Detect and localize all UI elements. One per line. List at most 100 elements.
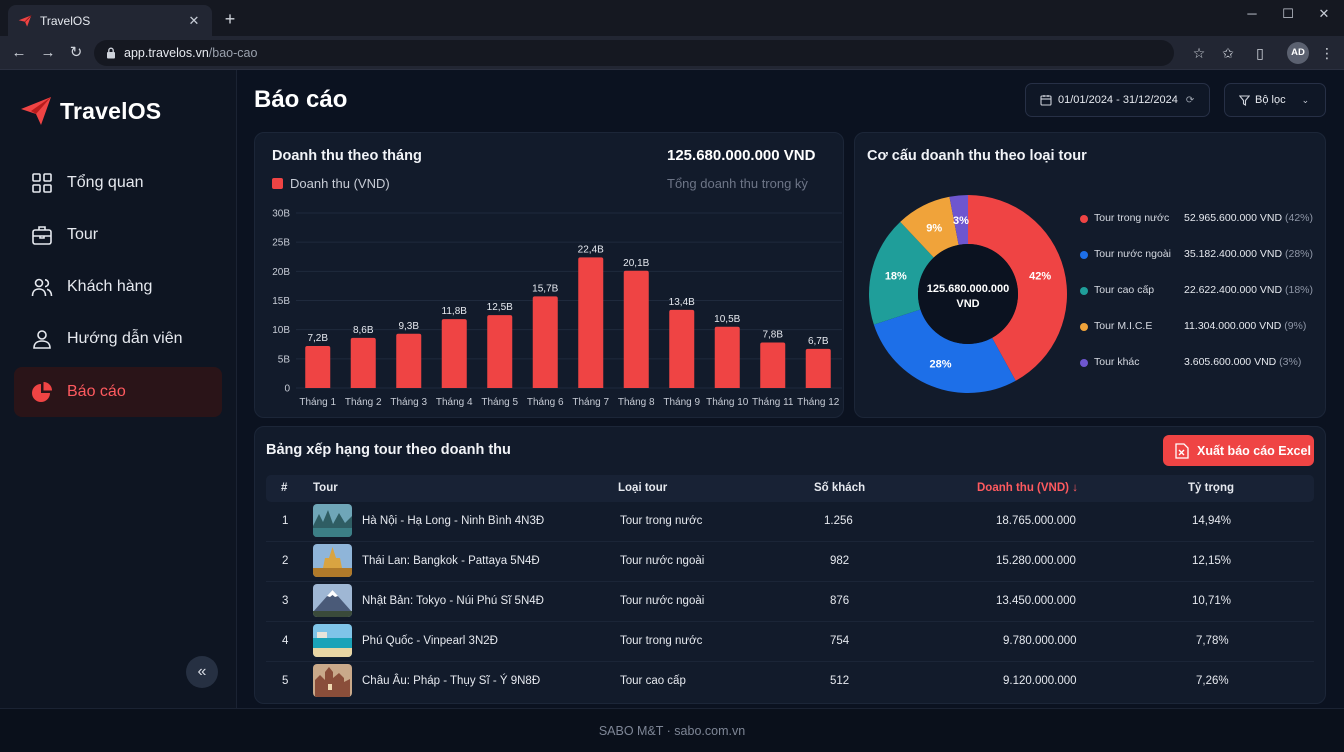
profile-avatar[interactable]: AD bbox=[1287, 42, 1309, 64]
sidebar: TravelOS Tổng quan Tour Khách hàng Hướng… bbox=[0, 70, 237, 708]
x-tick-label: Tháng 2 bbox=[345, 397, 382, 408]
address-bar[interactable]: app.travelos.vn/bao-cao bbox=[94, 40, 1174, 66]
revenue-value: 15.280.000.000 bbox=[996, 555, 1076, 567]
bar-value-label: 6,7B bbox=[808, 336, 829, 347]
bar bbox=[441, 319, 467, 388]
menu-kebab-icon[interactable]: ⋮ bbox=[1320, 45, 1334, 61]
browser-toolbar: ← → ↻ app.travelos.vn/bao-cao ☆ ✩ ▯ AD ⋮ bbox=[0, 36, 1344, 70]
bar-value-label: 20,1B bbox=[623, 258, 649, 269]
sidebar-item-tour[interactable]: Tour bbox=[14, 210, 222, 260]
y-tick-label: 5B bbox=[278, 354, 291, 365]
bar bbox=[396, 333, 422, 388]
sidebar-item-huong-dan-vien[interactable]: Hướng dẫn viên bbox=[14, 314, 222, 364]
bar bbox=[578, 257, 604, 388]
rank: 4 bbox=[282, 635, 289, 647]
browser-tab[interactable]: TravelOS ✕ bbox=[8, 5, 212, 36]
revenue-mix-donut-chart: 42% 28% 18% 9% 3% 125.680.000.000 VND bbox=[869, 195, 1067, 393]
y-tick-label: 30B bbox=[272, 209, 290, 220]
legend-dot bbox=[1080, 323, 1088, 331]
table-row[interactable]: 4 Phú Quốc - Vinpearl 3N2Đ Tour trong nư… bbox=[266, 622, 1314, 662]
y-tick-label: 15B bbox=[272, 296, 290, 307]
legend-value: 35.182.400.000 VND (28%) bbox=[1184, 248, 1314, 260]
app-name: TravelOS bbox=[60, 97, 162, 124]
table-row[interactable]: 3 Nhật Bản: Tokyo - Núi Phú Sĩ 5N4Đ Tour… bbox=[266, 582, 1314, 622]
export-label: Xuất báo cáo Excel bbox=[1197, 443, 1311, 458]
legend-dot bbox=[1080, 287, 1088, 295]
col-tour[interactable]: Tour bbox=[313, 482, 338, 494]
rank: 5 bbox=[282, 675, 289, 687]
sidebar-item-bao-cao[interactable]: Báo cáo bbox=[14, 367, 222, 417]
tour-type: Tour trong nước bbox=[620, 515, 703, 527]
paper-plane-logo-icon bbox=[21, 97, 51, 125]
tab-close-icon[interactable]: ✕ bbox=[188, 12, 200, 28]
table-row[interactable]: 5 Châu Âu: Pháp - Thụy Sĩ - Ý 9N8Đ Tour … bbox=[266, 662, 1314, 702]
revenue-value: 9.780.000.000 bbox=[1003, 635, 1077, 647]
app-logo[interactable]: TravelOS bbox=[20, 96, 161, 126]
col-guests[interactable]: Số khách bbox=[814, 482, 866, 494]
x-tick-label: Tháng 3 bbox=[390, 397, 427, 408]
reload-icon[interactable]: ↻ bbox=[69, 44, 83, 61]
bar bbox=[760, 342, 786, 388]
forward-icon[interactable]: → bbox=[40, 44, 56, 61]
x-tick-label: Tháng 5 bbox=[481, 397, 518, 408]
tour-name[interactable]: Thái Lan: Bangkok - Pattaya 5N4Đ bbox=[362, 555, 540, 567]
sidebar-item-khach-hang[interactable]: Khách hàng bbox=[14, 262, 222, 312]
share-value: 14,94% bbox=[1192, 515, 1232, 527]
excel-file-icon bbox=[1175, 442, 1189, 459]
sidebar-item-tong-quan[interactable]: Tổng quan bbox=[14, 158, 222, 208]
close-window-icon[interactable]: ✕ bbox=[1318, 6, 1330, 21]
export-excel-button[interactable]: Xuất báo cáo Excel bbox=[1163, 435, 1314, 466]
legend-dot bbox=[1080, 215, 1088, 223]
revenue-value: 18.765.000.000 bbox=[996, 515, 1076, 527]
guest-count: 512 bbox=[830, 675, 850, 687]
calendar-icon bbox=[1040, 95, 1052, 106]
bar bbox=[350, 337, 376, 388]
browser-tabbar: TravelOS ✕ + ─ ☐ ✕ bbox=[0, 0, 1344, 36]
y-tick-label: 25B bbox=[272, 238, 290, 249]
date-range-picker[interactable]: 01/01/2024 - 31/12/2024 ⟳ bbox=[1025, 83, 1210, 117]
filter-icon bbox=[1239, 94, 1250, 106]
tour-type: Tour cao cấp bbox=[620, 675, 686, 687]
x-tick-label: Tháng 9 bbox=[663, 397, 700, 408]
europe-town-thumbnail bbox=[313, 664, 352, 697]
extensions-icon[interactable]: ✩ bbox=[1222, 45, 1234, 61]
sidebar-item-label: Hướng dẫn viên bbox=[67, 330, 183, 347]
minimize-icon[interactable]: ─ bbox=[1247, 6, 1257, 21]
beach-thumbnail bbox=[313, 624, 352, 657]
x-tick-label: Tháng 8 bbox=[618, 397, 655, 408]
col-revenue-sorted[interactable]: Doanh thu (VND) ↓ bbox=[977, 482, 1078, 494]
back-icon[interactable]: ← bbox=[11, 44, 27, 61]
table-header: # Tour Loại tour Số khách Doanh thu (VND… bbox=[266, 475, 1314, 502]
col-type[interactable]: Loại tour bbox=[618, 482, 668, 494]
legend-name: Tour khác bbox=[1094, 356, 1140, 368]
refresh-icon[interactable]: ⟳ bbox=[1185, 94, 1195, 106]
tour-type: Tour trong nước bbox=[620, 635, 703, 647]
tour-name[interactable]: Châu Âu: Pháp - Thụy Sĩ - Ý 9N8Đ bbox=[362, 675, 541, 687]
filter-button[interactable]: Bộ lọc ⌄ bbox=[1224, 83, 1326, 117]
donut-legend: Tour trong nước 52.965.600.000 VND (42%)… bbox=[1080, 212, 1320, 392]
maximize-icon[interactable]: ☐ bbox=[1282, 6, 1294, 21]
bar bbox=[623, 270, 649, 388]
col-share[interactable]: Tỷ trọng bbox=[1188, 482, 1234, 494]
legend-label: Doanh thu (VND) bbox=[290, 176, 390, 191]
tour-name[interactable]: Nhật Bản: Tokyo - Núi Phú Sĩ 5N4Đ bbox=[362, 595, 544, 607]
new-tab-icon[interactable]: + bbox=[224, 9, 236, 29]
legend-value: 11.304.000.000 VND (9%) bbox=[1184, 320, 1307, 332]
bookmark-star-icon[interactable]: ☆ bbox=[1192, 45, 1206, 61]
slice-label: 28% bbox=[930, 358, 952, 370]
sidebar-item-label: Tour bbox=[67, 226, 99, 243]
legend-name: Tour cao cấp bbox=[1094, 284, 1155, 296]
tour-name[interactable]: Phú Quốc - Vinpearl 3N2Đ bbox=[362, 635, 498, 647]
guest-count: 876 bbox=[830, 595, 850, 607]
tour-name[interactable]: Hà Nội - Hạ Long - Ninh Bình 4N3Đ bbox=[362, 515, 545, 527]
sidepanel-icon[interactable]: ▯ bbox=[1256, 45, 1264, 61]
total-revenue-label: Tổng doanh thu trong kỳ bbox=[667, 176, 808, 191]
sort-desc-icon: ↓ bbox=[1072, 482, 1078, 494]
collapse-sidebar-button[interactable]: « bbox=[186, 656, 218, 688]
legend-dot bbox=[1080, 359, 1088, 367]
table-row[interactable]: 2 Thái Lan: Bangkok - Pattaya 5N4Đ Tour … bbox=[266, 542, 1314, 582]
briefcase-icon bbox=[32, 226, 52, 245]
table-row[interactable]: 1 Hà Nội - Hạ Long - Ninh Bình 4N3Đ Tour… bbox=[266, 502, 1314, 542]
legend-row: Tour M.I.C.E 11.304.000.000 VND (9%) bbox=[1080, 320, 1320, 356]
thai-temple-thumbnail bbox=[313, 544, 352, 577]
